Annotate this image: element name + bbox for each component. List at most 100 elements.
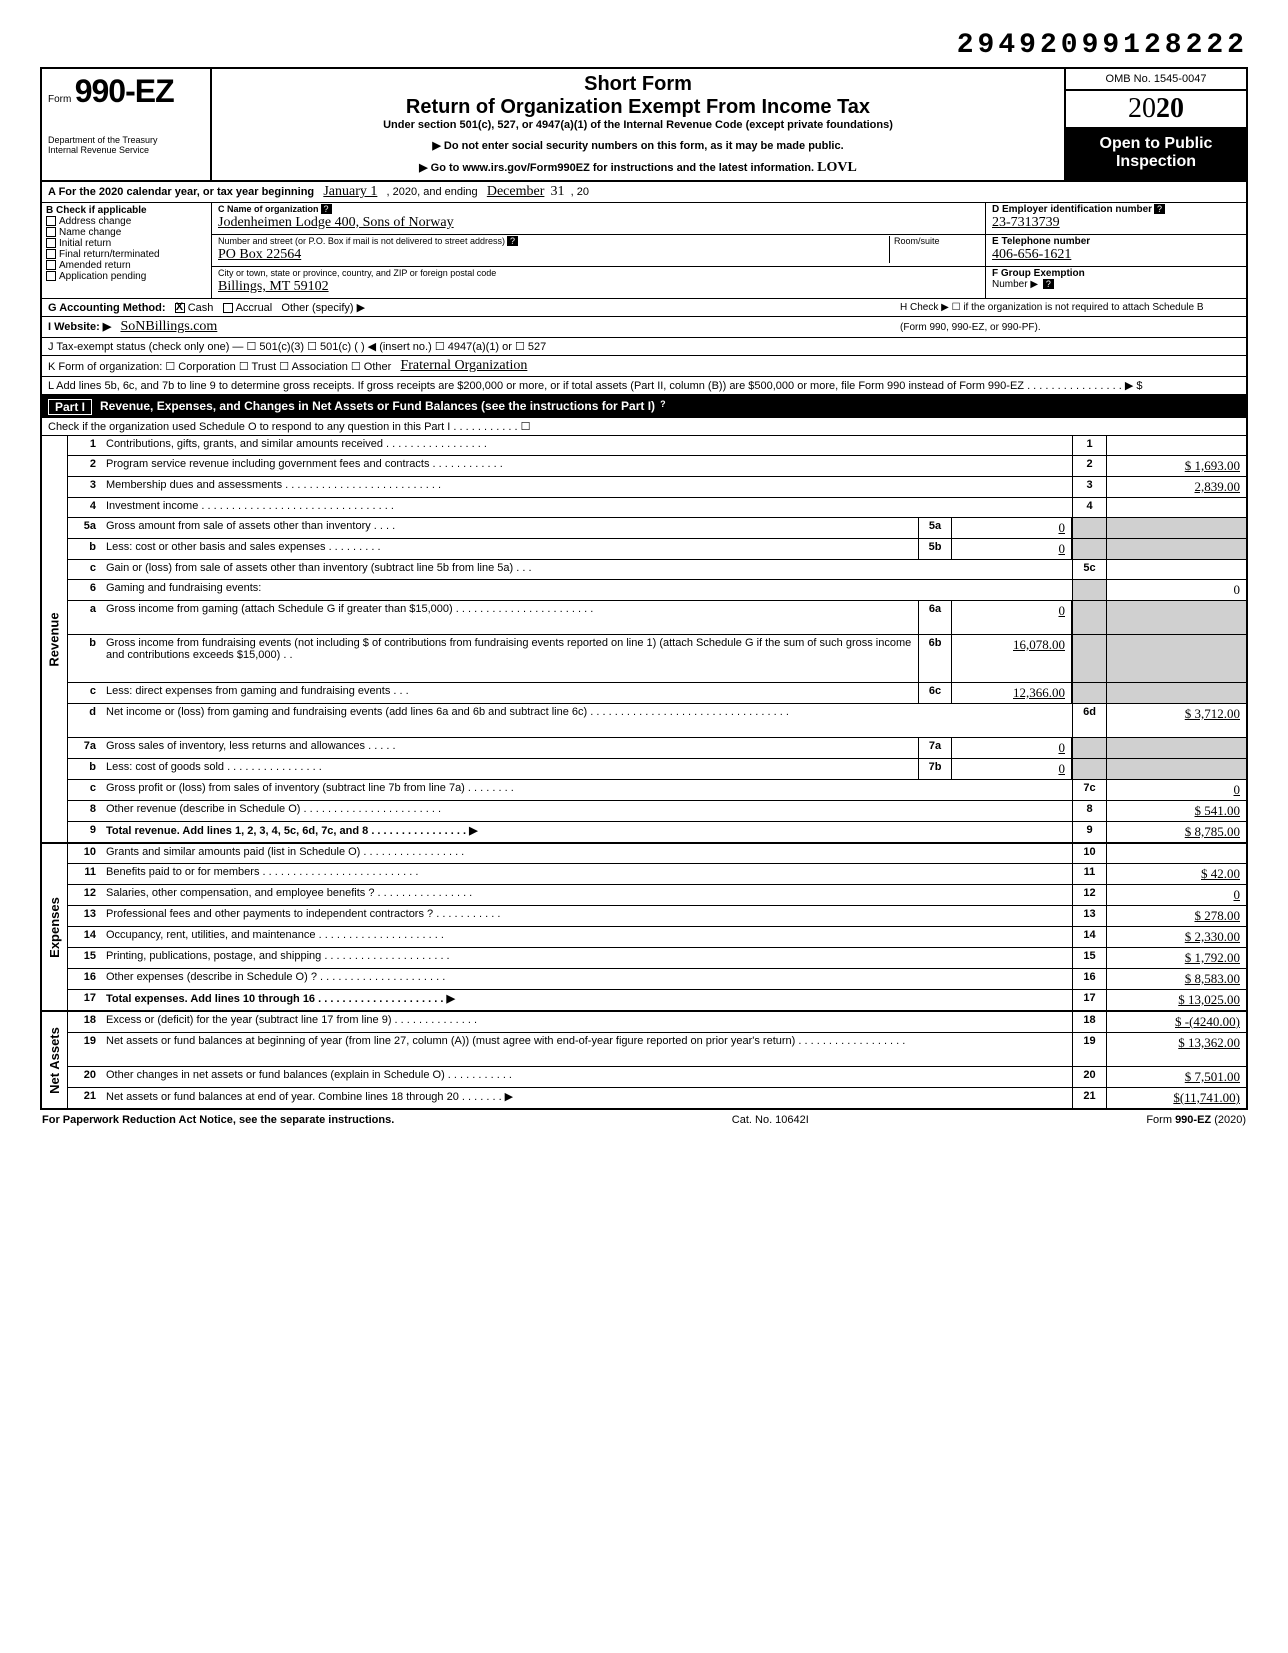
ln-10-val[interactable] (1106, 844, 1246, 863)
ln-9-val[interactable]: $ 8,785.00 (1106, 822, 1246, 842)
ln-15-val[interactable]: $ 1,792.00 (1106, 948, 1246, 968)
ln-6d-val[interactable]: $ 3,712.00 (1106, 704, 1246, 737)
ln-17-val[interactable]: $ 13,025.00 (1106, 990, 1246, 1010)
ln-6c-rv (1106, 683, 1246, 703)
ln-5c-num: c (68, 560, 102, 579)
revenue-section: Revenue 1Contributions, gifts, grants, a… (40, 436, 1248, 844)
h-sub: (Form 990, 990-EZ, or 990-PF). (900, 322, 1240, 333)
ln-5c-val[interactable] (1106, 560, 1246, 579)
ln-6a-rn (1072, 601, 1106, 634)
ln-7b-mv[interactable]: 0 (952, 759, 1072, 779)
checkbox-accrual[interactable] (223, 303, 233, 313)
org-street-value[interactable]: PO Box 22564 (218, 247, 301, 262)
f-group-label: F Group Exemption (992, 268, 1085, 279)
help-icon[interactable]: ? (1154, 204, 1165, 214)
ln-6b-rv (1106, 635, 1246, 682)
ln-7a-mv[interactable]: 0 (952, 738, 1072, 758)
ln-12-val[interactable]: 0 (1106, 885, 1246, 905)
ln-6b-rn (1072, 635, 1106, 682)
ln-14-desc: Occupancy, rent, utilities, and maintena… (102, 927, 1072, 947)
ln-5a-desc: Gross amount from sale of assets other t… (102, 518, 918, 538)
ln-2-val[interactable]: $ 1,693.00 (1106, 456, 1246, 476)
tax-year-end-day[interactable]: 31 (551, 184, 565, 199)
help-icon[interactable]: ? (1043, 279, 1054, 289)
ln-15-num: 15 (68, 948, 102, 968)
e-tel-label: E Telephone number (992, 236, 1090, 247)
ln-6b-mn: 6b (918, 635, 952, 682)
ln-5a-rn (1072, 518, 1106, 538)
checkbox-cash[interactable]: X (175, 303, 185, 313)
ln-6-val[interactable]: 0 (1106, 580, 1246, 600)
ln-5b-mv[interactable]: 0 (952, 539, 1072, 559)
ln-21-val[interactable]: $(11,741.00) (1106, 1088, 1246, 1108)
ln-6a-num: a (68, 601, 102, 634)
org-city-value[interactable]: Billings, MT 59102 (218, 279, 329, 294)
ln-14-num: 14 (68, 927, 102, 947)
ln-6b-mv[interactable]: 16,078.00 (952, 635, 1072, 682)
checkbox-application-pending[interactable] (46, 271, 56, 281)
org-name-value[interactable]: Jodenheimen Lodge 400, Sons of Norway (218, 215, 454, 230)
help-icon[interactable]: ? (657, 399, 669, 415)
ln-19-desc: Net assets or fund balances at beginning… (102, 1033, 1072, 1066)
ln-6c-mv[interactable]: 12,366.00 (952, 683, 1072, 703)
tel-value[interactable]: 406-656-1621 (992, 247, 1071, 262)
ln-6a-mv[interactable]: 0 (952, 601, 1072, 634)
ln-1-val[interactable] (1106, 436, 1246, 455)
checkbox-final-return[interactable] (46, 249, 56, 259)
ln-11-val[interactable]: $ 42.00 (1106, 864, 1246, 884)
ln-16-desc: Other expenses (describe in Schedule O) … (102, 969, 1072, 989)
ln-2-num: 2 (68, 456, 102, 476)
ln-13-val[interactable]: $ 278.00 (1106, 906, 1246, 926)
b-label: B Check if applicable (46, 205, 147, 216)
ln-5a-mv[interactable]: 0 (952, 518, 1072, 538)
ln-10-num: 10 (68, 844, 102, 863)
ln-1-rn: 1 (1072, 436, 1106, 455)
ln-5a-mn: 5a (918, 518, 952, 538)
ln-14-val[interactable]: $ 2,330.00 (1106, 927, 1246, 947)
ln-9-rn: 9 (1072, 822, 1106, 842)
line-l-gross-receipts: L Add lines 5b, 6c, and 7b to line 9 to … (40, 377, 1248, 396)
ln-4-rn: 4 (1072, 498, 1106, 517)
ln-8-val[interactable]: $ 541.00 (1106, 801, 1246, 821)
help-icon[interactable]: ? (507, 236, 518, 246)
tax-year-begin[interactable]: January 1 (323, 184, 377, 199)
help-icon[interactable]: ? (321, 204, 332, 214)
line-j-tax-exempt: J Tax-exempt status (check only one) — ☐… (40, 338, 1248, 356)
section-d-ein-tel: D Employer identification number? 23-731… (986, 203, 1246, 298)
checkbox-address-change[interactable] (46, 216, 56, 226)
k-value[interactable]: Fraternal Organization (400, 358, 527, 374)
ln-19-val[interactable]: $ 13,362.00 (1106, 1033, 1246, 1066)
tax-year-end-month[interactable]: December (487, 184, 545, 199)
netassets-vlabel: Net Assets (42, 1012, 68, 1108)
ln-18-val[interactable]: $ -(4240.00) (1106, 1012, 1246, 1032)
ln-7b-desc: Less: cost of goods sold . . . . . . . .… (102, 759, 918, 779)
ln-5a-rv (1106, 518, 1246, 538)
title-short-form: Short Form (220, 73, 1056, 96)
open-line2: Inspection (1070, 153, 1242, 171)
ln-2-rn: 2 (1072, 456, 1106, 476)
ln-11-desc: Benefits paid to or for members . . . . … (102, 864, 1072, 884)
ln-16-val[interactable]: $ 8,583.00 (1106, 969, 1246, 989)
checkbox-initial-return[interactable] (46, 238, 56, 248)
ln-3-rn: 3 (1072, 477, 1106, 497)
ln-6b-num: b (68, 635, 102, 682)
ln-20-val[interactable]: $ 7,501.00 (1106, 1067, 1246, 1087)
ln-5b-num: b (68, 539, 102, 559)
website-value[interactable]: SoNBillings.com (120, 319, 217, 334)
subtitle: Under section 501(c), 527, or 4947(a)(1)… (220, 119, 1056, 131)
ein-value[interactable]: 23-7313739 (992, 215, 1060, 230)
ln-4-desc: Investment income . . . . . . . . . . . … (102, 498, 1072, 517)
ln-7c-val[interactable]: 0 (1106, 780, 1246, 800)
ln-7b-mn: 7b (918, 759, 952, 779)
ln-18-desc: Excess or (deficit) for the year (subtra… (102, 1012, 1072, 1032)
b-item-3: Final return/terminated (59, 249, 160, 260)
checkbox-name-change[interactable] (46, 227, 56, 237)
ln-3-val[interactable]: 2,839.00 (1106, 477, 1246, 497)
b-item-2: Initial return (59, 238, 111, 249)
ln-7c-num: c (68, 780, 102, 800)
checkbox-amended-return[interactable] (46, 260, 56, 270)
ln-13-num: 13 (68, 906, 102, 926)
ln-4-val[interactable] (1106, 498, 1246, 517)
ln-20-desc: Other changes in net assets or fund bala… (102, 1067, 1072, 1087)
ln-2-desc: Program service revenue including govern… (102, 456, 1072, 476)
